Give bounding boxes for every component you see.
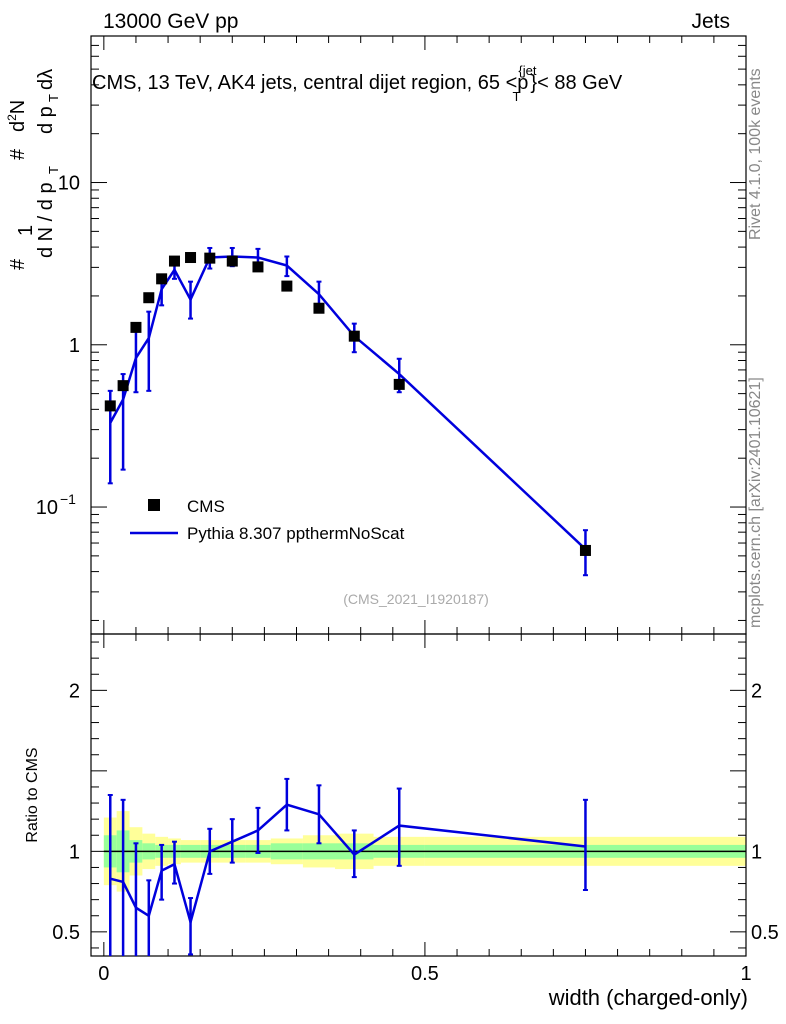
rivet-version-label: Rivet 4.1.0, 100k events xyxy=(747,68,764,240)
cms-data-point xyxy=(130,321,142,333)
ylabel-dn-dpt: d N / d p xyxy=(35,182,57,258)
cms-data-point xyxy=(204,252,216,264)
header-right: Jets xyxy=(691,10,730,33)
ylabel-t-sub-1: T xyxy=(46,166,61,174)
y-tick-exponent: −1 xyxy=(60,491,76,507)
header-left: 13000 GeV pp xyxy=(103,10,238,33)
ratio-y-tick-label-left: 1 xyxy=(69,841,80,863)
ylabel-hash-2: # xyxy=(7,148,29,160)
ratio-panel: 0 0.5 10.5 0.51 12 2 xyxy=(52,633,779,985)
analysis-id: (CMS_2021_I1920187) xyxy=(343,591,489,607)
chart-title: CMS, 13 TeV, AK4 jets, central dijet reg… xyxy=(92,63,623,104)
cms-data-point xyxy=(348,330,360,342)
cms-data-point xyxy=(226,255,238,267)
legend-marker-cms xyxy=(148,499,160,511)
x-tick-label: 0 xyxy=(98,963,109,985)
cms-data-point xyxy=(252,261,264,273)
y-tick-label: 1 xyxy=(69,335,80,357)
ylabel-d2n: d2N xyxy=(5,100,29,132)
cms-data-point xyxy=(143,292,155,304)
ylabel-hash-1: # xyxy=(7,258,29,270)
cms-data-point xyxy=(579,544,591,556)
ylabel-t-sub-2: T xyxy=(46,94,61,102)
cms-data-point xyxy=(117,380,129,392)
ratio-y-tick-label-left: 0.5 xyxy=(52,922,80,944)
title-sup: {jet xyxy=(518,63,536,78)
title-main: CMS, 13 TeV, AK4 jets, central dijet reg… xyxy=(92,72,528,94)
cms-data-point xyxy=(281,280,293,292)
ratio-y-tick-label-right: 0.5 xyxy=(751,922,779,944)
ratio-frame xyxy=(90,633,747,957)
cms-data-point xyxy=(104,400,116,412)
mc-line xyxy=(109,255,587,551)
main-frame xyxy=(90,35,747,635)
y-tick-label: 10 xyxy=(36,497,58,519)
ratio-y-tick-label-left: 2 xyxy=(69,680,80,702)
mcplots-label: mcplots.cern.ch [arXiv:2401.10621] xyxy=(747,377,764,628)
legend-label-cms: CMS xyxy=(187,497,225,516)
legend: CMS Pythia 8.307 ppthermNoScat xyxy=(130,497,405,543)
cms-data-point xyxy=(156,273,168,285)
x-tick-label: 1 xyxy=(740,963,751,985)
ylabel-d: d xyxy=(7,121,29,132)
x-axis-label: width (charged-only) xyxy=(548,985,748,1010)
x-tick-label: 0.5 xyxy=(411,963,439,985)
cms-data-point xyxy=(168,255,180,267)
cms-data-point xyxy=(393,378,405,390)
ratio-y-tick-label-right: 1 xyxy=(751,841,762,863)
y-tick-label: 10 xyxy=(58,173,80,195)
ylabel-dlambda: dλ xyxy=(35,69,57,90)
title-end: }< 88 GeV xyxy=(530,72,622,94)
title-sub: T xyxy=(512,89,520,104)
ylabel-n: N xyxy=(7,100,29,114)
ratio-y-tick-label-right: 2 xyxy=(751,680,762,702)
cms-data-point xyxy=(185,252,197,264)
legend-label-pythia: Pythia 8.307 ppthermNoScat xyxy=(187,524,405,543)
ylabel-sup2: 2 xyxy=(5,114,19,121)
cms-data-point xyxy=(313,302,325,314)
main-y-axis-label: # 1 d N / d p T # d2N d p T dλ xyxy=(5,69,61,270)
ratio-y-axis-label: Ratio to CMS xyxy=(24,747,41,842)
ylabel-dpt: d p xyxy=(35,106,57,134)
ylabel-one: 1 xyxy=(15,225,37,236)
